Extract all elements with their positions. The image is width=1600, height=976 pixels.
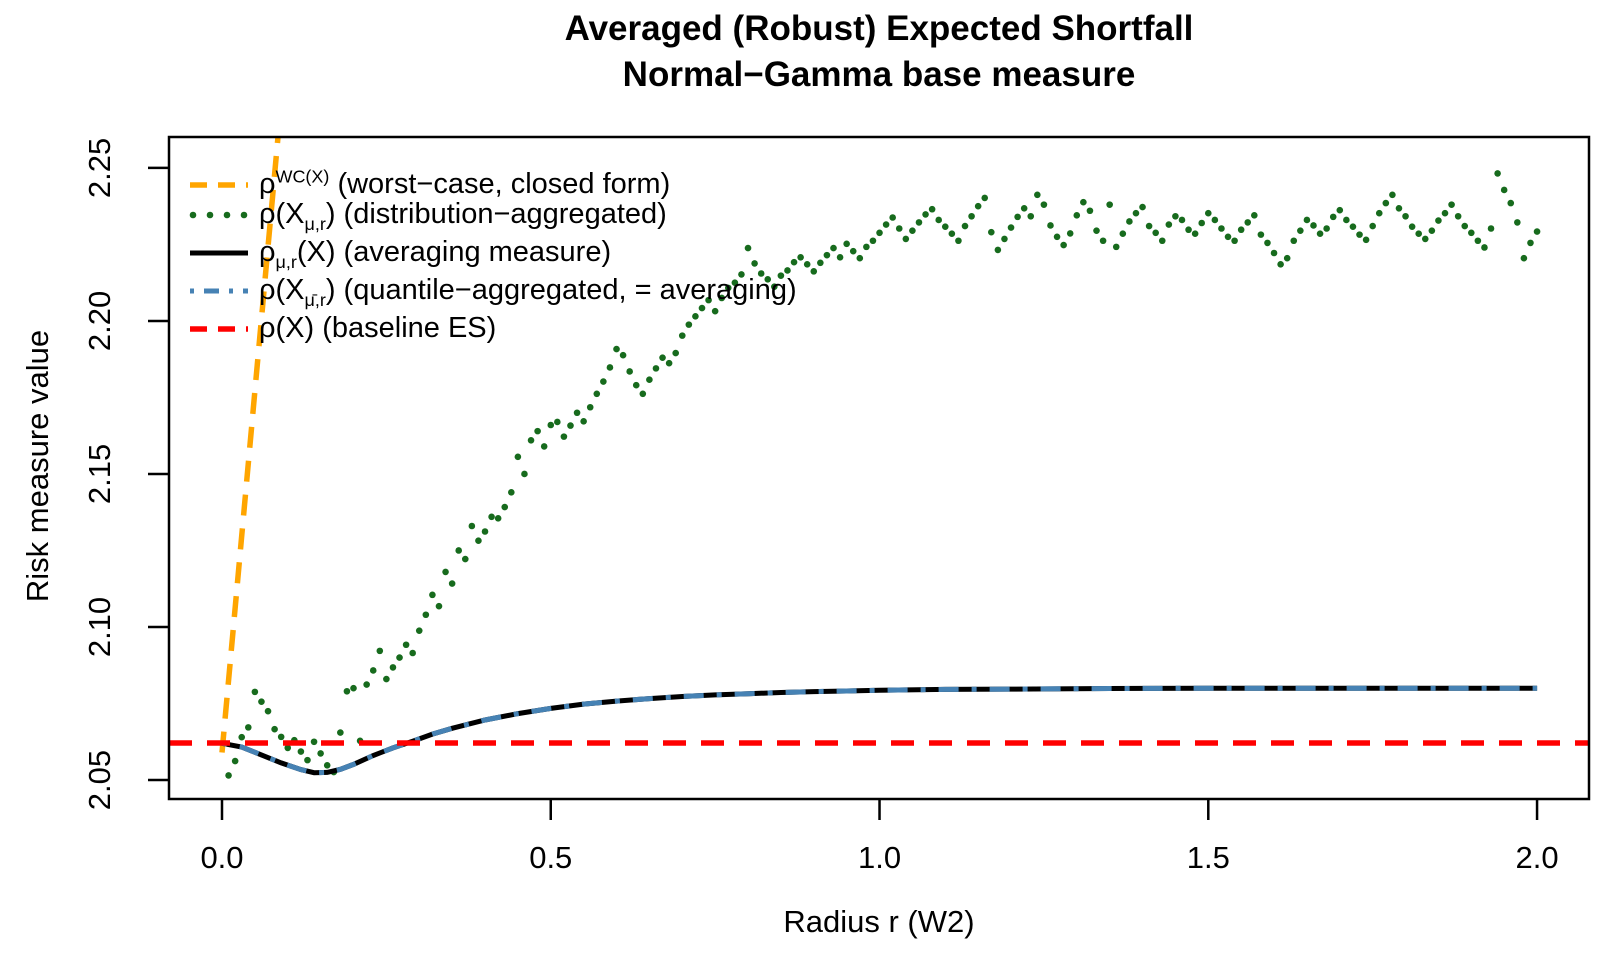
legend-label-quantile-aggregated: ρ(Xμ̄,r) (quantile−aggregated, = averagi… bbox=[259, 274, 797, 310]
x-tick-label: 1.5 bbox=[1187, 840, 1230, 875]
legend-item-distribution-aggregated: ρ(Xμ,r) (distribution−aggregated) bbox=[188, 195, 667, 234]
legend-label-baseline-es: ρ(X) (baseline ES) bbox=[259, 312, 497, 344]
legend-sample-quantile-aggregated bbox=[190, 288, 248, 294]
legend-item-worst-case: ρWC(X) (worst−case, closed form) bbox=[188, 157, 670, 200]
y-axis: 2.05 2.10 2.15 2.20 2.25 bbox=[82, 138, 169, 810]
legend-sample-averaging-measure bbox=[190, 250, 248, 256]
x-axis-label: Radius r (W2) bbox=[783, 904, 975, 939]
legend-item-averaging-measure: ρμ,r(X) (averaging measure) bbox=[188, 233, 612, 272]
x-tick-label: 1.0 bbox=[858, 840, 901, 875]
x-tick-label: 2.0 bbox=[1516, 840, 1559, 875]
series-worst-case bbox=[219, 137, 281, 753]
series-distribution-aggregated bbox=[225, 170, 1541, 779]
y-tick-label: 2.10 bbox=[82, 597, 117, 657]
legend-sample-distribution-aggregated bbox=[189, 212, 248, 219]
legend-label-worst-case: ρWC(X) (worst−case, closed form) bbox=[259, 166, 671, 200]
x-tick-label: 0.5 bbox=[529, 840, 572, 875]
y-tick-label: 2.25 bbox=[82, 138, 117, 198]
legend-sample-worst-case bbox=[190, 182, 248, 188]
plot-border bbox=[167, 135, 1591, 801]
legend-item-quantile-aggregated: ρ(Xμ̄,r) (quantile−aggregated, = averagi… bbox=[188, 271, 797, 310]
legend-sample-baseline-es bbox=[190, 326, 248, 333]
x-tick-label: 0.0 bbox=[200, 840, 243, 875]
series-averaging-measure bbox=[221, 685, 1538, 776]
legend-item-baseline-es: ρ(X) (baseline ES) bbox=[188, 309, 496, 347]
chart-subtitle: Normal−Gamma base measure bbox=[622, 55, 1136, 94]
legend-label-averaging-measure: ρμ,r(X) (averaging measure) bbox=[259, 236, 612, 272]
chart-title-block: Averaged (Robust) Expected Shortfall Nor… bbox=[169, 6, 1589, 98]
legend-label-distribution-aggregated: ρ(Xμ,r) (distribution−aggregated) bbox=[259, 198, 667, 234]
y-tick-label: 2.15 bbox=[82, 444, 117, 504]
y-tick-label: 2.05 bbox=[82, 750, 117, 810]
y-axis-label: Risk measure value bbox=[20, 329, 55, 603]
y-tick-label: 2.20 bbox=[82, 291, 117, 351]
series-quantile-aggregated bbox=[221, 685, 1538, 776]
plot-series bbox=[169, 137, 1589, 779]
chart-title: Averaged (Robust) Expected Shortfall bbox=[564, 9, 1194, 48]
x-axis: 0.0 0.5 1.0 1.5 2.0 bbox=[200, 799, 1559, 875]
